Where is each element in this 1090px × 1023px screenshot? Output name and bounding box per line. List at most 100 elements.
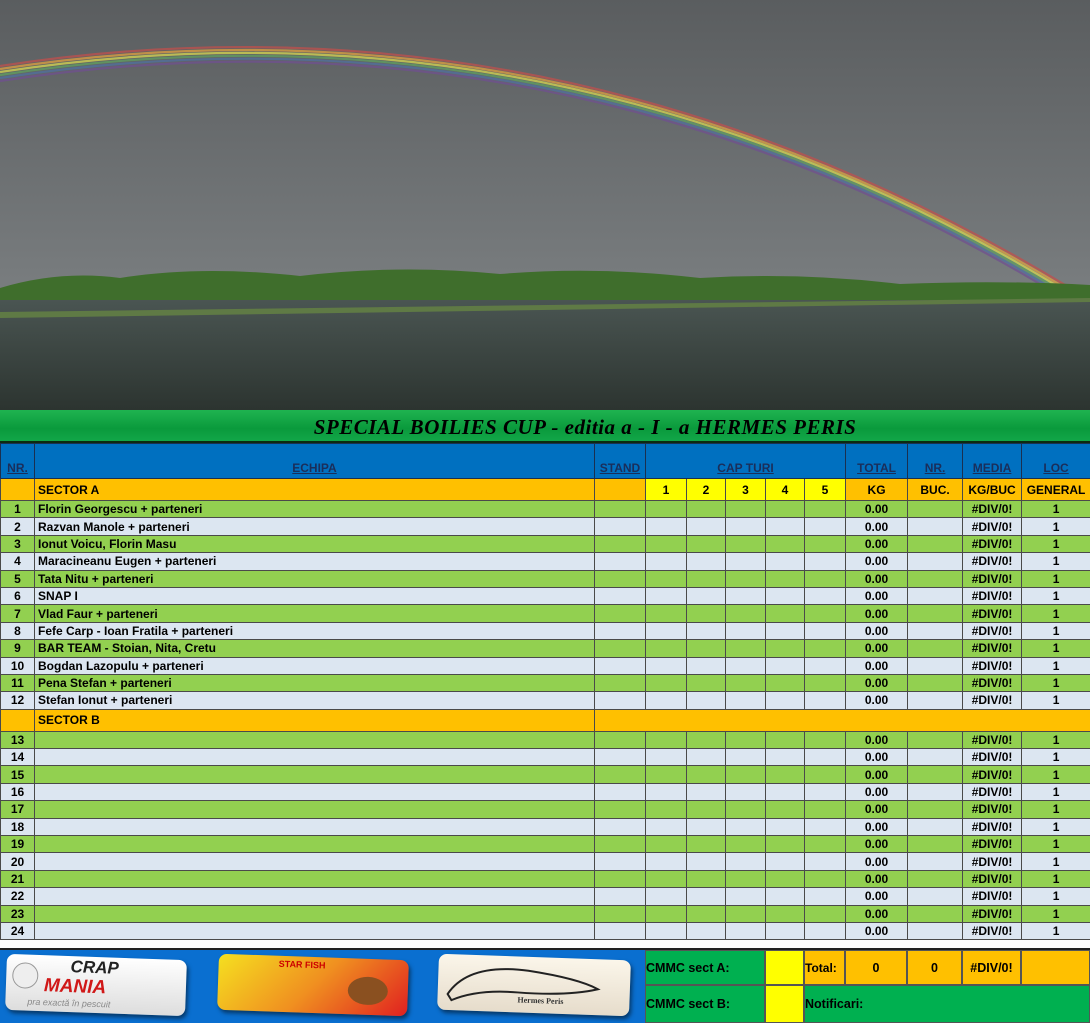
round-cell[interactable] <box>805 570 846 587</box>
stand-cell[interactable] <box>595 853 646 870</box>
team-name[interactable] <box>35 922 595 939</box>
stand-cell[interactable] <box>595 501 646 518</box>
round-cell[interactable] <box>726 905 766 922</box>
round-cell[interactable] <box>646 692 687 709</box>
cmmc-sect-a-value[interactable] <box>765 950 804 985</box>
round-cell[interactable] <box>687 674 726 691</box>
buc-cell[interactable] <box>908 731 963 748</box>
buc-cell[interactable] <box>908 674 963 691</box>
round-cell[interactable] <box>805 766 846 783</box>
round-cell[interactable] <box>646 783 687 800</box>
round-cell[interactable] <box>726 836 766 853</box>
round-cell[interactable] <box>726 605 766 622</box>
buc-cell[interactable] <box>908 888 963 905</box>
stand-cell[interactable] <box>595 657 646 674</box>
round-cell[interactable] <box>646 501 687 518</box>
round-cell[interactable] <box>805 853 846 870</box>
round-cell[interactable] <box>766 622 805 639</box>
stand-cell[interactable] <box>595 749 646 766</box>
round-cell[interactable] <box>766 888 805 905</box>
team-name[interactable]: Pena Stefan + parteneri <box>35 674 595 691</box>
round-cell[interactable] <box>805 553 846 570</box>
buc-cell[interactable] <box>908 692 963 709</box>
round-cell[interactable] <box>805 818 846 835</box>
round-cell[interactable] <box>805 731 846 748</box>
team-name[interactable]: Fefe Carp - Ioan Fratila + parteneri <box>35 622 595 639</box>
round-cell[interactable] <box>726 853 766 870</box>
round-cell[interactable] <box>726 501 766 518</box>
round-cell[interactable] <box>646 731 687 748</box>
round-cell[interactable] <box>726 674 766 691</box>
round-cell[interactable] <box>766 766 805 783</box>
buc-cell[interactable] <box>908 640 963 657</box>
team-name[interactable]: Stefan Ionut + parteneri <box>35 692 595 709</box>
round-cell[interactable] <box>687 501 726 518</box>
round-cell[interactable] <box>766 587 805 604</box>
round-cell[interactable] <box>766 731 805 748</box>
round-cell[interactable] <box>726 535 766 552</box>
buc-cell[interactable] <box>908 501 963 518</box>
round-cell[interactable] <box>646 801 687 818</box>
round-cell[interactable] <box>805 535 846 552</box>
buc-cell[interactable] <box>908 570 963 587</box>
round-cell[interactable] <box>687 692 726 709</box>
round-cell[interactable] <box>805 922 846 939</box>
team-name[interactable]: Ionut Voicu, Florin Masu <box>35 535 595 552</box>
round-cell[interactable] <box>766 922 805 939</box>
round-cell[interactable] <box>646 749 687 766</box>
team-name[interactable] <box>35 818 595 835</box>
round-cell[interactable] <box>805 870 846 887</box>
buc-cell[interactable] <box>908 766 963 783</box>
team-name[interactable]: Tata Nitu + parteneri <box>35 570 595 587</box>
round-cell[interactable] <box>805 674 846 691</box>
round-cell[interactable] <box>805 692 846 709</box>
stand-cell[interactable] <box>595 553 646 570</box>
round-cell[interactable] <box>766 640 805 657</box>
round-cell[interactable] <box>726 783 766 800</box>
round-cell[interactable] <box>687 535 726 552</box>
round-cell[interactable] <box>687 553 726 570</box>
round-cell[interactable] <box>726 553 766 570</box>
round-cell[interactable] <box>687 570 726 587</box>
buc-cell[interactable] <box>908 518 963 535</box>
round-cell[interactable] <box>646 622 687 639</box>
round-cell[interactable] <box>766 570 805 587</box>
stand-cell[interactable] <box>595 674 646 691</box>
round-cell[interactable] <box>687 905 726 922</box>
buc-cell[interactable] <box>908 605 963 622</box>
round-cell[interactable] <box>646 888 687 905</box>
round-cell[interactable] <box>687 749 726 766</box>
round-cell[interactable] <box>805 783 846 800</box>
round-cell[interactable] <box>646 605 687 622</box>
team-name[interactable]: Maracineanu Eugen + parteneri <box>35 553 595 570</box>
round-cell[interactable] <box>766 853 805 870</box>
round-cell[interactable] <box>646 674 687 691</box>
team-name[interactable]: Florin Georgescu + parteneri <box>35 501 595 518</box>
stand-cell[interactable] <box>595 570 646 587</box>
round-cell[interactable] <box>766 518 805 535</box>
stand-cell[interactable] <box>595 622 646 639</box>
stand-cell[interactable] <box>595 731 646 748</box>
buc-cell[interactable] <box>908 783 963 800</box>
stand-cell[interactable] <box>595 870 646 887</box>
round-cell[interactable] <box>726 692 766 709</box>
round-cell[interactable] <box>646 922 687 939</box>
round-cell[interactable] <box>646 535 687 552</box>
round-cell[interactable] <box>646 518 687 535</box>
round-cell[interactable] <box>646 657 687 674</box>
team-name[interactable]: Bogdan Lazopulu + parteneri <box>35 657 595 674</box>
round-cell[interactable] <box>687 801 726 818</box>
round-cell[interactable] <box>687 622 726 639</box>
round-cell[interactable] <box>766 818 805 835</box>
round-cell[interactable] <box>805 622 846 639</box>
round-cell[interactable] <box>805 749 846 766</box>
round-cell[interactable] <box>646 640 687 657</box>
round-cell[interactable] <box>805 801 846 818</box>
round-cell[interactable] <box>805 905 846 922</box>
buc-cell[interactable] <box>908 905 963 922</box>
stand-cell[interactable] <box>595 587 646 604</box>
round-cell[interactable] <box>687 783 726 800</box>
buc-cell[interactable] <box>908 853 963 870</box>
round-cell[interactable] <box>726 922 766 939</box>
team-name[interactable] <box>35 766 595 783</box>
